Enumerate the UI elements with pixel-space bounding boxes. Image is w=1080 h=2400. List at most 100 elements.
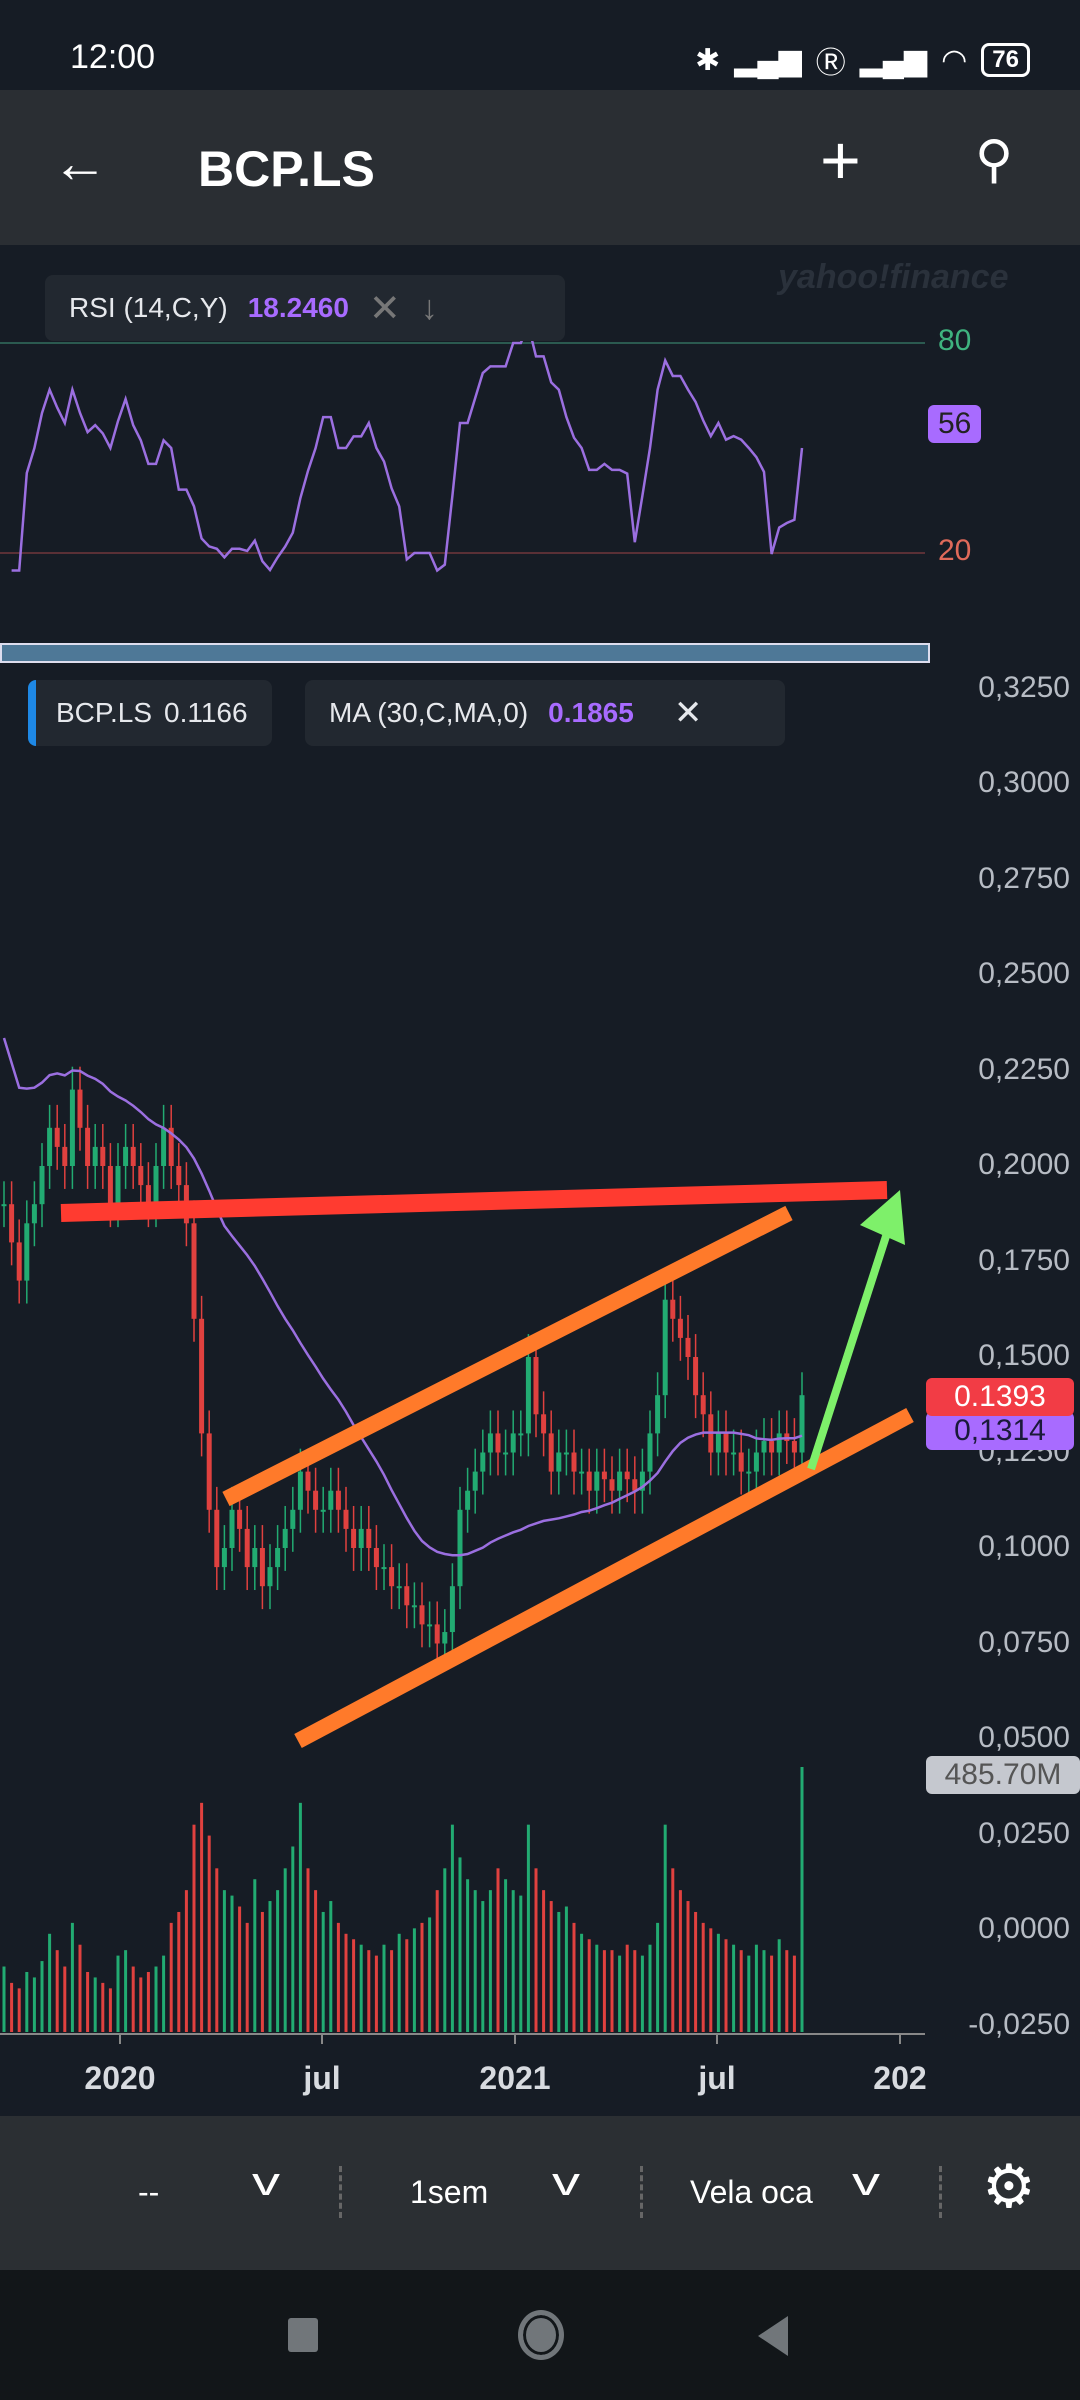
volume-bar <box>230 1895 234 2032</box>
volume-bar <box>549 1901 553 2032</box>
candle-body <box>518 1433 524 1436</box>
candle-body <box>670 1299 676 1319</box>
candle-body <box>335 1490 341 1510</box>
candle-body <box>161 1127 167 1166</box>
candle-body <box>381 1567 387 1570</box>
interval-select[interactable]: 1sem <box>410 2174 489 2210</box>
chevron-down-icon[interactable]: v <box>252 2160 280 2204</box>
volume-bar <box>648 1944 652 2032</box>
recents-icon[interactable] <box>288 2318 318 2352</box>
home-icon[interactable] <box>518 2310 564 2360</box>
candle-body <box>282 1528 288 1548</box>
volume-bar <box>618 1955 622 2032</box>
arrow-left-icon[interactable]: ← <box>52 131 108 194</box>
chevron-down-icon[interactable]: v <box>852 2160 880 2204</box>
gear-icon[interactable]: ⚙ <box>982 2153 1036 2220</box>
close-icon[interactable]: ✕ <box>368 287 401 330</box>
candle-body <box>229 1509 235 1548</box>
clock: 12:00 <box>70 38 156 76</box>
volume-bar <box>428 1917 432 2032</box>
arrow-down-icon[interactable]: ↓ <box>420 288 438 327</box>
volume-bar <box>86 1971 90 2032</box>
volume-bar <box>678 1890 682 2032</box>
candle-body <box>221 1548 227 1568</box>
candle-body <box>85 1127 91 1166</box>
ma-price-badge: 0,1314 <box>926 1412 1074 1450</box>
volume-bar <box>245 1922 249 2032</box>
candle-body <box>69 1089 75 1166</box>
volume-bar <box>55 1950 59 2032</box>
candle-body <box>411 1605 417 1608</box>
candle-body <box>723 1433 729 1453</box>
y-tick-label: 0,2750 <box>978 861 1070 895</box>
volume-bar <box>397 1933 401 2032</box>
candle-body <box>594 1471 600 1491</box>
y-tick-label: 0,2000 <box>978 1148 1070 1181</box>
candle-body <box>639 1471 645 1491</box>
candle-body <box>434 1624 440 1644</box>
candle-body <box>761 1441 767 1453</box>
candle-body <box>715 1433 721 1453</box>
plus-icon[interactable]: + <box>820 121 861 199</box>
volume-bar <box>177 1911 181 2032</box>
last-price-badge: 0.1393 <box>926 1378 1074 1416</box>
candle-body <box>427 1624 433 1627</box>
candle-body <box>617 1471 623 1491</box>
candle-body <box>77 1089 83 1128</box>
chart-canvas[interactable] <box>0 0 1080 2116</box>
volume-bar <box>694 1911 698 2032</box>
volume-bar <box>291 1846 295 2032</box>
volume-bar <box>306 1868 310 2032</box>
timeline-scrollbar[interactable] <box>0 643 930 663</box>
volume-bar <box>154 1966 158 2032</box>
candle-body <box>655 1395 661 1434</box>
candle-body <box>769 1441 775 1453</box>
candle-body <box>358 1528 364 1548</box>
wifi-icon: ◠ <box>941 43 968 77</box>
signal-icon: ▂▄▆ <box>859 43 928 77</box>
candle-body <box>351 1528 357 1548</box>
volume-bar <box>602 1950 606 2032</box>
range-select[interactable]: -- <box>138 2174 160 2210</box>
volume-bar <box>557 1911 561 2032</box>
y-tick-label: 0,3000 <box>978 766 1070 799</box>
candle-body <box>647 1433 653 1472</box>
back-icon[interactable] <box>758 2316 788 2356</box>
volume-bar <box>671 1868 675 2032</box>
y-tick-label: -0,0250 <box>968 2007 1070 2041</box>
candle-body <box>776 1433 782 1453</box>
volume-bar <box>511 1890 515 2032</box>
candle-body <box>130 1146 136 1166</box>
candle-body <box>100 1146 106 1166</box>
volume-bar <box>405 1939 409 2032</box>
candle-body <box>601 1471 607 1480</box>
candle-body <box>503 1452 509 1455</box>
candle-body <box>579 1471 585 1474</box>
volume-bar <box>595 1944 599 2032</box>
volume-bar <box>633 1950 637 2032</box>
volume-bar <box>724 1939 728 2032</box>
volume-bar <box>640 1955 644 2032</box>
volume-bar <box>526 1824 530 2032</box>
volume-bar <box>770 1955 774 2032</box>
rsi-current-badge: 56 <box>928 405 982 443</box>
candle-body <box>115 1166 121 1205</box>
price-value: 0.1166 <box>164 697 248 728</box>
volume-bar <box>716 1933 720 2032</box>
resistance-line <box>60 1181 888 1222</box>
volume-bar <box>70 1922 74 2032</box>
candle-body <box>685 1337 691 1357</box>
volume-bar <box>215 1868 219 2032</box>
search-icon[interactable]: ⚲ <box>975 131 1014 189</box>
chart-type-select[interactable]: Vela oca <box>690 2174 813 2210</box>
close-icon[interactable]: ✕ <box>673 694 703 732</box>
candle-body <box>275 1548 281 1568</box>
chevron-down-icon[interactable]: v <box>552 2160 580 2204</box>
y-tick-label: 0,3250 <box>978 670 1070 704</box>
candle-body <box>662 1299 668 1396</box>
volume-bar <box>572 1922 576 2032</box>
volume-bar <box>359 1944 363 2032</box>
signal-icon: ▂▄▆ <box>734 43 802 77</box>
candle-body <box>62 1146 68 1166</box>
candle-body <box>753 1452 759 1472</box>
